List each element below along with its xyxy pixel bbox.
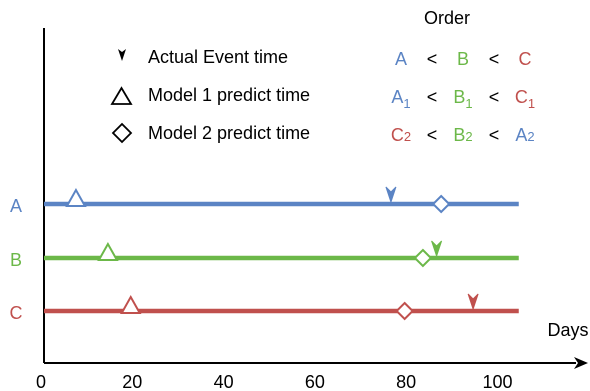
order-item-base: A	[395, 49, 407, 69]
x-tick-label: 60	[305, 372, 325, 391]
diamond-icon	[111, 122, 133, 144]
order-item-base: A	[515, 125, 527, 145]
order-item: B2	[453, 125, 472, 145]
actual-event-marker	[385, 186, 397, 204]
down-arrow-icon	[118, 49, 126, 61]
order-panel: Order A B C< <A1 B1 C1< <C2 B2 A2< <	[391, 8, 535, 145]
x-tick-label: 40	[214, 372, 234, 391]
x-tick-label: 20	[122, 372, 142, 391]
order-title: Order	[424, 8, 470, 28]
model2-marker	[395, 301, 415, 321]
order-item-subscript: 2	[465, 129, 472, 144]
order-less-than: <	[489, 49, 500, 69]
subject-label: C	[10, 303, 23, 323]
order-item: C	[519, 49, 532, 69]
order-item: A2	[515, 125, 534, 145]
subject-row: A	[10, 186, 519, 216]
subject-label: B	[10, 250, 22, 270]
order-less-than: <	[427, 87, 438, 107]
actual-event-marker	[467, 293, 479, 311]
legend-actual-label: Actual Event time	[148, 47, 288, 67]
order-item: C2	[391, 125, 411, 145]
x-tick-label: 100	[482, 372, 512, 391]
order-item-base: B	[453, 87, 465, 107]
order-item-base: C	[391, 125, 404, 145]
order-item-subscript: 1	[528, 96, 535, 111]
order-item-base: A	[391, 87, 403, 107]
triangle-icon	[110, 86, 133, 105]
model1-marker	[120, 294, 142, 314]
x-axis-label: Days	[547, 320, 588, 340]
subject-label: A	[10, 196, 22, 216]
order-item: A1	[391, 87, 410, 111]
x-tick-labels: 0 20 40 60 80 100	[36, 372, 513, 391]
legend-model1-label: Model 1 predict time	[148, 85, 310, 105]
order-less-than: <	[427, 125, 438, 145]
subject-row: B	[10, 240, 519, 270]
legend-model2-label: Model 2 predict time	[148, 123, 310, 143]
order-item-subscript: 1	[465, 96, 472, 111]
order-item-subscript: 1	[403, 96, 410, 111]
order-item-base: C	[519, 49, 532, 69]
subject-row: C	[10, 293, 519, 323]
axes: Days	[43, 28, 589, 369]
order-less-than: <	[489, 125, 500, 145]
order-item-base: B	[453, 125, 465, 145]
order-less-than: <	[489, 87, 500, 107]
order-item-subscript: 2	[404, 129, 411, 144]
x-axis-arrowhead	[574, 357, 588, 369]
subject-rows: A B C	[10, 186, 519, 323]
model2-marker	[413, 248, 433, 268]
x-tick-label: 0	[36, 372, 46, 391]
order-item: B1	[453, 87, 472, 111]
actual-event-marker	[431, 240, 443, 258]
x-tick-label: 80	[396, 372, 416, 391]
legend: Actual Event time Model 1 predict time M…	[110, 47, 310, 144]
order-item-base: C	[515, 87, 528, 107]
order-item-subscript: 2	[527, 129, 534, 144]
order-item: A	[395, 49, 407, 69]
order-item: C1	[515, 87, 535, 111]
model1-marker	[97, 241, 119, 261]
model1-marker	[65, 187, 87, 207]
order-rows: A B C< <A1 B1 C1< <C2 B2 A2< <	[391, 49, 535, 145]
order-item: B	[457, 49, 469, 69]
model2-marker	[431, 194, 451, 214]
order-less-than: <	[427, 49, 438, 69]
order-item-base: B	[457, 49, 469, 69]
